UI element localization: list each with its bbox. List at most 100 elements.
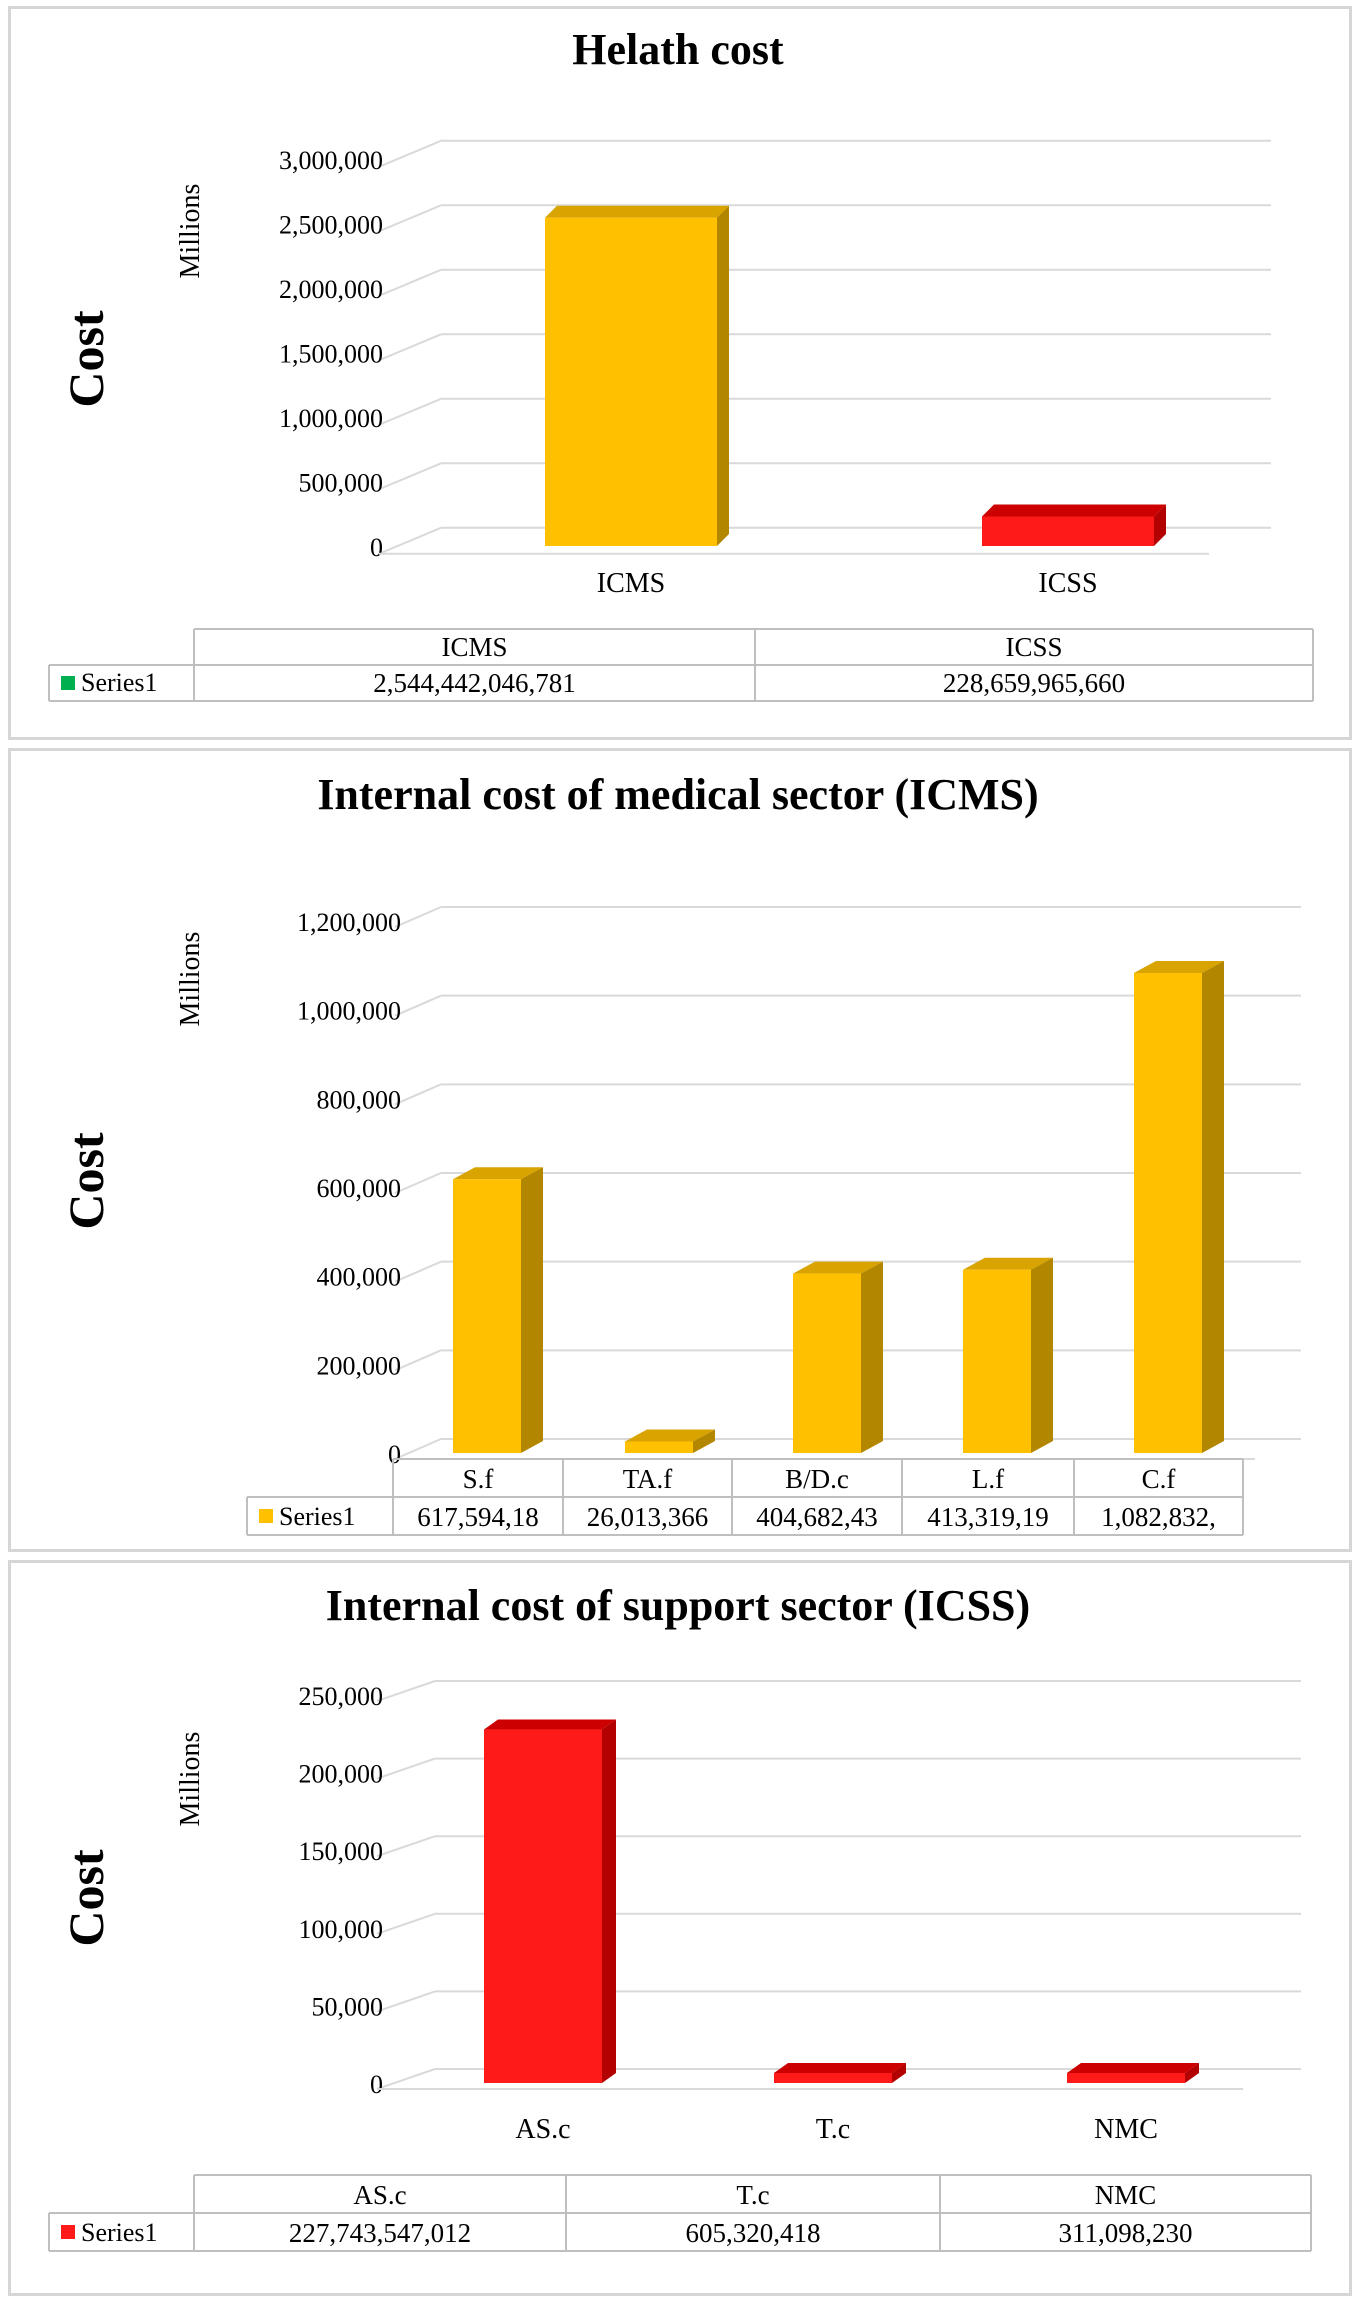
table-header-cell: TA.f <box>623 1464 673 1494</box>
bar-side <box>693 1429 715 1453</box>
gridline-diagonal <box>378 139 442 168</box>
table-value-cell: 227,743,547,012 <box>289 2218 471 2248</box>
gridline-diagonal <box>376 1835 436 1858</box>
bar-top <box>484 1719 616 1730</box>
legend-label: Series1 <box>279 1502 356 1531</box>
y-tick-label: 500,000 <box>299 469 384 498</box>
bar-top <box>963 1257 1053 1270</box>
bar-side <box>717 205 729 547</box>
bar-top <box>793 1261 883 1274</box>
table-value-cell: 413,319,19 <box>927 1502 1049 1532</box>
gridline-diagonal <box>376 1757 436 1780</box>
bar-side <box>1185 2063 1199 2083</box>
table-header-cell: L.f <box>972 1464 1004 1494</box>
table-value-cell: 605,320,418 <box>686 2218 821 2248</box>
bar-top <box>453 1167 543 1180</box>
gridline-diagonal <box>378 204 442 233</box>
y-tick-label: 100,000 <box>299 1915 384 1944</box>
table-header-cell: C.f <box>1142 1464 1176 1494</box>
gridline-diagonal <box>378 462 442 491</box>
bar <box>982 516 1154 546</box>
gridline-diagonal <box>394 906 442 928</box>
bar-side <box>1202 960 1224 1453</box>
gridline-diagonal <box>376 2068 436 2090</box>
bar-side <box>1031 1257 1053 1453</box>
y-tick-label: 0 <box>370 2070 383 2099</box>
bar-top <box>1067 2063 1199 2073</box>
bar <box>1067 2073 1185 2083</box>
y-tick-label: 2,000,000 <box>279 275 383 304</box>
y-tick-label: 1,500,000 <box>279 340 383 369</box>
table-value-cell: 228,659,965,660 <box>943 668 1125 698</box>
table-header-cell: S.f <box>463 1464 494 1494</box>
bar-top <box>625 1429 715 1442</box>
y-tick-label: 0 <box>370 533 383 562</box>
gridline-diagonal <box>378 333 442 362</box>
y-tick-label: 150,000 <box>299 1837 384 1866</box>
bar <box>793 1273 861 1453</box>
x-tick-label: T.c <box>816 2114 850 2145</box>
chart-panel-icms: Internal cost of medical sector (ICMS) Co… <box>8 748 1352 1552</box>
y-axis-title: Cost <box>58 1132 114 1230</box>
bar-top <box>774 2063 906 2073</box>
legend-swatch <box>259 1509 273 1523</box>
y-tick-label: 0 <box>388 1440 401 1469</box>
gridline-diagonal <box>378 526 442 555</box>
y-tick-label: 800,000 <box>317 1085 402 1114</box>
table-header-cell: B/D.c <box>785 1464 849 1494</box>
y-tick-label: 2,500,000 <box>279 211 383 240</box>
bar-side <box>1154 504 1166 546</box>
chart-title: Internal cost of support sector (ICSS) <box>326 1581 1030 1630</box>
units-label: Millions <box>175 184 206 279</box>
table-header-cell: ICMS <box>441 632 507 662</box>
table-header-cell: NMC <box>1095 2180 1157 2210</box>
bar-top <box>1134 960 1224 973</box>
gridline-diagonal <box>378 397 442 426</box>
y-tick-label: 400,000 <box>317 1263 402 1292</box>
y-tick-label: 3,000,000 <box>279 146 383 175</box>
bar-side <box>521 1167 543 1453</box>
table-value-cell: 617,594,18 <box>417 1502 539 1532</box>
gridline-diagonal <box>376 1680 436 1702</box>
x-tick-label: NMC <box>1094 2114 1158 2145</box>
x-tick-label: AS.c <box>515 2114 570 2145</box>
chart-panel-health-cost: Helath cost Cost Millions 0 500,000 1,000,000… <box>8 6 1352 740</box>
y-tick-label: 50,000 <box>312 1992 384 2021</box>
bar <box>774 2073 892 2083</box>
y-axis-title: Cost <box>58 310 114 408</box>
units-label: Millions <box>175 1732 206 1827</box>
units-label: Millions <box>175 932 206 1027</box>
gridline-diagonal <box>394 994 442 1017</box>
table-value-cell: 2,544,442,046,781 <box>373 668 576 698</box>
bar-top <box>545 205 729 218</box>
chart-title: Helath cost <box>572 25 784 74</box>
chart-panel-icss: Internal cost of support sector (ICSS) Co… <box>8 1560 1352 2296</box>
chart-title: Internal cost of medical sector (ICMS) <box>317 770 1038 819</box>
table-header-cell: AS.c <box>353 2180 406 2210</box>
y-tick-label: 200,000 <box>317 1351 402 1380</box>
y-tick-label: 1,000,000 <box>279 404 383 433</box>
table-value-cell: 1,082,832, <box>1101 1502 1216 1532</box>
gridline-diagonal <box>394 1172 442 1194</box>
gridline-diagonal <box>394 1260 442 1283</box>
y-axis-title: Cost <box>58 1849 114 1947</box>
bar-side <box>602 1719 616 2083</box>
bar <box>1134 972 1202 1453</box>
gridline-diagonal <box>376 1912 436 1935</box>
x-tick-label: ICMS <box>597 568 665 599</box>
gridline-diagonal <box>376 1990 436 2013</box>
chart-icss: Internal cost of support sector (ICSS) Co… <box>48 1581 1312 2252</box>
y-tick-label: 250,000 <box>299 1682 384 1711</box>
y-tick-label: 1,200,000 <box>297 908 401 937</box>
bar-side <box>892 2063 906 2083</box>
chart-health-cost: Helath cost Cost Millions 0 500,000 1,000,000… <box>48 25 1314 702</box>
bar <box>545 217 717 547</box>
legend-swatch <box>61 676 75 690</box>
y-tick-label: 1,000,000 <box>297 997 401 1026</box>
bar-side <box>861 1261 883 1453</box>
y-tick-label: 200,000 <box>299 1760 384 1789</box>
x-tick-label: ICSS <box>1038 568 1097 599</box>
bar <box>963 1269 1031 1453</box>
bar <box>453 1179 521 1453</box>
table-value-cell: 26,013,366 <box>587 1502 709 1532</box>
